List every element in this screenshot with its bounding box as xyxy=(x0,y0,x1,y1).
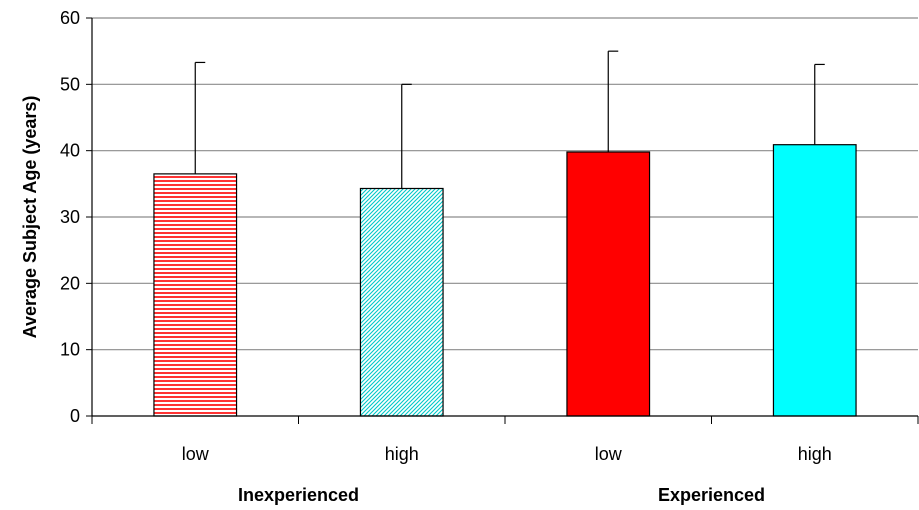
y-tick-label: 50 xyxy=(60,74,80,94)
labels: 0 10 20 30 40 50 60 Average Subject Age (years)… xyxy=(20,8,832,505)
y-tick-label: 10 xyxy=(60,340,80,360)
x-tick-label: high xyxy=(385,444,419,464)
x-tick-label: high xyxy=(798,444,832,464)
y-tick-label: 60 xyxy=(60,8,80,28)
bars xyxy=(153,50,857,417)
bar-inexperienced-low xyxy=(153,173,238,417)
y-tick-label: 0 xyxy=(70,406,80,426)
group-label: Inexperienced xyxy=(238,485,359,505)
y-tick-label: 40 xyxy=(60,141,80,161)
axes xyxy=(86,17,919,424)
y-axis-title: Average Subject Age (years) xyxy=(20,96,40,339)
bar-experienced-high xyxy=(772,144,857,417)
bar-inexperienced-high xyxy=(359,187,444,417)
x-tick-label: low xyxy=(182,444,210,464)
x-tick-label: low xyxy=(595,444,623,464)
y-tick-label: 30 xyxy=(60,207,80,227)
group-label: Experienced xyxy=(658,485,765,505)
bar-experienced-low xyxy=(566,151,651,417)
y-tick-label: 20 xyxy=(60,273,80,293)
